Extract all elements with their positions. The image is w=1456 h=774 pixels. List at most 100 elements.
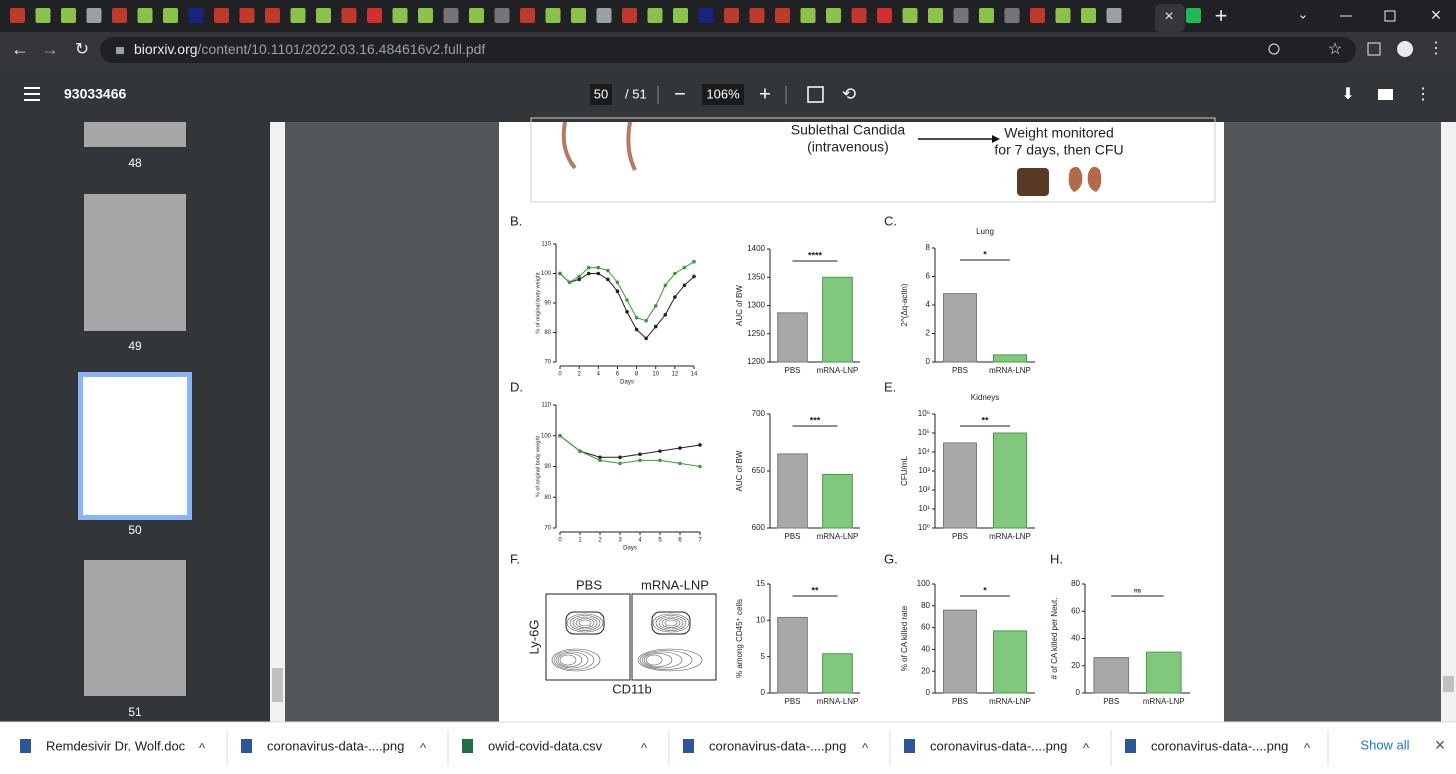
show-all[interactable]: Show all: [1360, 737, 1409, 752]
y-tick-label: 20: [921, 666, 930, 675]
tab-favicon[interactable]: [673, 8, 688, 23]
tab-favicon[interactable]: [392, 8, 408, 23]
download-options[interactable]: ^: [1083, 740, 1090, 755]
bar: [822, 473, 853, 529]
tab-favicon[interactable]: [749, 8, 765, 23]
close-download-bar[interactable]: ×: [1435, 735, 1446, 755]
tab-favicon[interactable]: [1055, 8, 1071, 23]
tab-favicon[interactable]: [10, 8, 25, 23]
download-options[interactable]: ^: [420, 740, 427, 755]
file-icon: [462, 739, 473, 753]
tab-favicon[interactable]: [724, 8, 739, 23]
tab-favicon[interactable]: [86, 8, 102, 23]
download-options[interactable]: ^: [862, 740, 869, 755]
tab-favicon[interactable]: [469, 8, 484, 23]
tab-favicon[interactable]: [571, 8, 586, 23]
tab-favicon[interactable]: [800, 8, 816, 23]
tab-favicon[interactable]: [545, 8, 561, 23]
tab-favicon[interactable]: [367, 8, 382, 23]
download-options[interactable]: ^: [641, 740, 648, 755]
tab-favicon[interactable]: [698, 8, 714, 23]
bookmark[interactable]: ☆: [1328, 41, 1342, 58]
tab-favicon[interactable]: [163, 8, 178, 23]
active-tab[interactable]: [1155, 4, 1185, 32]
tab-favicon[interactable]: [877, 8, 892, 23]
tab-favicon[interactable]: [341, 8, 357, 23]
zoom-input[interactable]: [702, 84, 744, 105]
flow-y-label: Ly-6G: [526, 620, 541, 655]
tab-favicon[interactable]: [1004, 8, 1020, 23]
tab-favicon[interactable]: [188, 8, 204, 23]
menu[interactable]: ⋮: [1428, 40, 1444, 57]
zoom-level[interactable]: 106%: [706, 86, 740, 101]
x-tick-label: 4: [597, 372, 601, 378]
tab-favicon[interactable]: [137, 8, 153, 23]
download-item[interactable]: owid-covid-data.csv ^: [462, 738, 648, 755]
new-tab[interactable]: +: [1215, 3, 1228, 28]
download-item[interactable]: coronavirus-data-....png ^: [1125, 738, 1311, 755]
tab-favicon[interactable]: [1030, 8, 1045, 23]
tab-favicon[interactable]: [520, 8, 535, 23]
zoom-out[interactable]: −: [674, 83, 686, 105]
restore[interactable]: [1384, 10, 1396, 22]
tab-favicon[interactable]: [596, 8, 612, 23]
thumbnail[interactable]: [84, 122, 186, 147]
tab-favicon[interactable]: [826, 8, 841, 23]
tab-favicon[interactable]: [928, 8, 943, 23]
download-item[interactable]: coronavirus-data-....png ^: [241, 738, 427, 755]
tab-favicon[interactable]: [494, 8, 510, 23]
tab-favicon[interactable]: [775, 8, 790, 23]
tab-favicon[interactable]: [239, 8, 255, 23]
download-item[interactable]: Remdesivir Dr. Wolf.doc ^: [20, 738, 206, 755]
tab-favicon[interactable]: [443, 8, 459, 23]
tab-favicon[interactable]: [112, 8, 127, 23]
sidebar-scroll-thumb[interactable]: [272, 668, 283, 702]
tab-favicon[interactable]: [953, 8, 969, 23]
thumbnail[interactable]: [84, 560, 186, 696]
profile[interactable]: [1397, 41, 1413, 57]
download-item[interactable]: coronavirus-data-....png ^: [683, 738, 869, 755]
close-window[interactable]: ×: [1431, 5, 1442, 25]
tab-favicon[interactable]: [1081, 8, 1096, 23]
zoom-icon[interactable]: [1268, 43, 1280, 55]
forward[interactable]: →: [41, 39, 59, 59]
download-options[interactable]: ^: [1304, 740, 1311, 755]
tab-favicon[interactable]: [214, 8, 229, 23]
fit-page[interactable]: [807, 86, 824, 103]
tab-favicon[interactable]: [290, 8, 306, 23]
tab-favicon[interactable]: [1106, 8, 1122, 23]
close-tab[interactable]: ×: [1164, 8, 1173, 25]
hamburger[interactable]: [24, 87, 40, 101]
tab-favicon[interactable]: [647, 8, 663, 23]
tab-favicon[interactable]: [265, 8, 280, 23]
thumbnail[interactable]: [83, 377, 187, 515]
tab-favicon[interactable]: [61, 8, 76, 23]
download[interactable]: ⬇: [1341, 86, 1354, 103]
omnibox[interactable]: [100, 37, 1356, 63]
back[interactable]: ←: [11, 39, 29, 59]
tab-favicon[interactable]: [316, 8, 331, 23]
tab-favicon[interactable]: [851, 8, 867, 23]
reload[interactable]: ↻: [75, 39, 89, 58]
viewer-scroll-thumb[interactable]: [1443, 676, 1454, 692]
zoom-in[interactable]: +: [759, 83, 771, 105]
rotate[interactable]: ⟲: [842, 84, 856, 103]
page-number[interactable]: 50: [594, 86, 608, 101]
download-item[interactable]: coronavirus-data-....png ^: [904, 738, 1090, 755]
panel-title: Kidneys: [971, 393, 999, 402]
side-panel[interactable]: [1367, 42, 1381, 56]
tab-favicon[interactable]: [1186, 8, 1201, 23]
tab-favicon[interactable]: [979, 8, 994, 23]
tab-favicon[interactable]: [418, 8, 433, 23]
line-point: [682, 283, 687, 288]
more[interactable]: ⋮: [1415, 86, 1431, 103]
tab-favicon[interactable]: [902, 8, 918, 23]
thumbnail[interactable]: [84, 194, 186, 331]
tab-favicon[interactable]: [622, 8, 637, 23]
page-input[interactable]: [590, 84, 612, 105]
download-options[interactable]: ^: [199, 740, 206, 755]
y-tick-label: 6: [926, 272, 931, 281]
tab-search[interactable]: ⌄: [1298, 6, 1309, 21]
tab-favicon[interactable]: [35, 8, 51, 23]
print[interactable]: [1378, 89, 1393, 100]
